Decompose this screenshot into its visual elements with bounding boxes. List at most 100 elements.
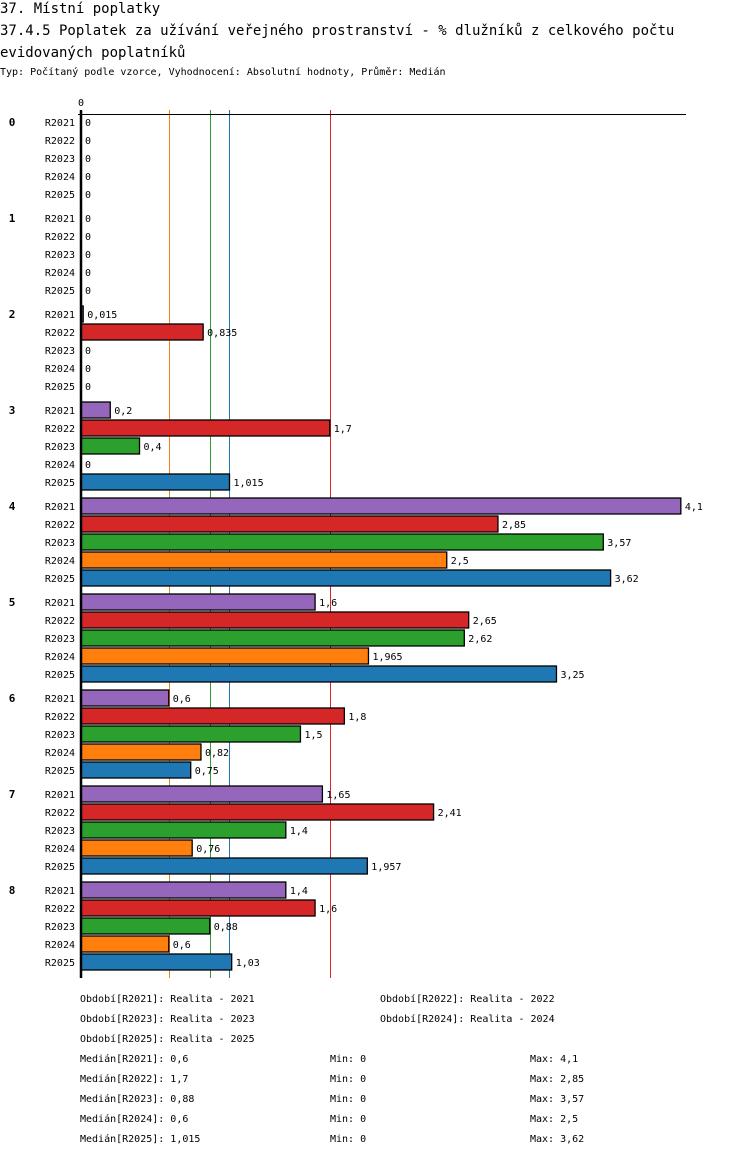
stat-min-r2023: Min: 0: [330, 1094, 367, 1105]
data-label: 1,965: [372, 652, 402, 663]
data-label: 1,65: [326, 790, 350, 801]
series-row-label: R2022: [45, 424, 75, 435]
stat-max-r2024: Max: 2,5: [530, 1114, 579, 1125]
series-row-label: R2021: [45, 502, 75, 513]
data-label: 0,88: [214, 922, 238, 933]
stat-max-r2023: Max: 3,57: [530, 1094, 585, 1105]
series-row-label: R2025: [45, 574, 75, 585]
data-label: 0: [85, 268, 91, 279]
data-label: 0: [85, 286, 91, 297]
legend-period-r2021: Období[R2021]: Realita - 2021: [80, 994, 255, 1005]
data-label: 1,03: [236, 958, 260, 969]
bar-r2025-cat-6: [80, 761, 192, 779]
series-row-label: R2024: [45, 844, 75, 855]
bar-r2022-cat-3: [80, 419, 331, 437]
data-label: 3,57: [607, 538, 631, 549]
category-label: 0: [9, 116, 16, 129]
data-label: 1,6: [319, 904, 337, 915]
bar-r2022-cat-4: [80, 515, 499, 533]
bar-r2024-cat-5: [80, 647, 370, 665]
bar-r2023-cat-4: [80, 533, 604, 551]
data-label: 3,25: [560, 670, 584, 681]
category-label: 7: [9, 788, 16, 801]
series-row-label: R2024: [45, 172, 75, 183]
series-row-label: R2022: [45, 328, 75, 339]
stat-min-r2021: Min: 0: [330, 1054, 367, 1065]
legend-period-r2025: Období[R2025]: Realita - 2025: [80, 1034, 255, 1045]
bar-r2023-cat-8: [80, 917, 211, 935]
data-label: 0,6: [173, 694, 191, 705]
data-label: 0: [85, 172, 91, 183]
series-row-label: R2025: [45, 382, 75, 393]
data-label: 1,6: [319, 598, 337, 609]
series-row-label: R2023: [45, 826, 75, 837]
series-row-label: R2022: [45, 808, 75, 819]
series-row-label: R2021: [45, 214, 75, 225]
series-row-label: R2021: [45, 406, 75, 417]
stat-max-r2021: Max: 4,1: [530, 1054, 579, 1065]
data-label: 0: [85, 346, 91, 357]
bar-r2023-cat-3: [80, 437, 141, 455]
bar-r2021-cat-4: [80, 497, 682, 515]
series-row-label: R2023: [45, 730, 75, 741]
data-label: 1,957: [371, 862, 401, 873]
data-label: 0: [85, 250, 91, 261]
series-row-label: R2021: [45, 310, 75, 321]
legend-period-r2023: Období[R2023]: Realita - 2023: [80, 1014, 255, 1025]
data-label: 0: [85, 118, 91, 129]
data-label: 0,2: [114, 406, 132, 417]
bar-r2022-cat-6: [80, 707, 345, 725]
stat-median-r2025: Medián[R2025]: 1,015: [80, 1134, 201, 1145]
data-label: 0: [85, 136, 91, 147]
series-row-label: R2022: [45, 904, 75, 915]
data-label: 0: [85, 190, 91, 201]
category-label: 8: [9, 884, 16, 897]
series-row-label: R2021: [45, 694, 75, 705]
data-label: 2,62: [468, 634, 492, 645]
data-label: 0,75: [195, 766, 219, 777]
series-row-label: R2023: [45, 346, 75, 357]
data-label: 1,4: [290, 826, 308, 837]
data-label: 0: [85, 154, 91, 165]
series-row-label: R2025: [45, 766, 75, 777]
series-row-label: R2025: [45, 670, 75, 681]
series-row-label: R2023: [45, 538, 75, 549]
bar-r2025-cat-4: [80, 569, 612, 587]
bar-r2022-cat-5: [80, 611, 470, 629]
chart-subtitle: Typ: Počítaný podle vzorce, Vyhodnocení:…: [0, 67, 446, 78]
data-label: 0: [85, 382, 91, 393]
series-row-label: R2022: [45, 232, 75, 243]
data-label: 2,41: [438, 808, 462, 819]
stat-min-r2025: Min: 0: [330, 1134, 367, 1145]
stat-min-r2024: Min: 0: [330, 1114, 367, 1125]
series-row-label: R2021: [45, 790, 75, 801]
series-row-label: R2023: [45, 922, 75, 933]
stat-max-r2025: Max: 3,62: [530, 1134, 585, 1145]
data-label: 0,76: [196, 844, 220, 855]
category-label: 2: [9, 308, 16, 321]
data-label: 2,5: [451, 556, 469, 567]
series-row-label: R2022: [45, 712, 75, 723]
category-label: 3: [9, 404, 16, 417]
series-row-label: R2024: [45, 652, 75, 663]
data-label: 3,62: [615, 574, 639, 585]
data-label: 0,015: [87, 310, 117, 321]
section-title: 37. Místní poplatky: [0, 1, 161, 17]
bar-r2022-cat-2: [80, 323, 204, 341]
series-row-label: R2022: [45, 136, 75, 147]
stat-min-r2022: Min: 0: [330, 1074, 367, 1085]
bar-r2024-cat-7: [80, 839, 193, 857]
series-row-label: R2021: [45, 598, 75, 609]
data-label: 0: [85, 460, 91, 471]
bar-r2024-cat-8: [80, 935, 170, 953]
bar-r2025-cat-7: [80, 857, 368, 875]
stat-median-r2021: Medián[R2021]: 0,6: [80, 1054, 189, 1065]
bar-r2021-cat-3: [80, 401, 111, 419]
series-row-label: R2024: [45, 748, 75, 759]
data-label: 2,65: [473, 616, 497, 627]
data-label: 0: [85, 232, 91, 243]
series-row-label: R2025: [45, 190, 75, 201]
bar-r2021-cat-8: [80, 881, 287, 899]
series-row-label: R2022: [45, 520, 75, 531]
data-label: 0: [85, 364, 91, 375]
